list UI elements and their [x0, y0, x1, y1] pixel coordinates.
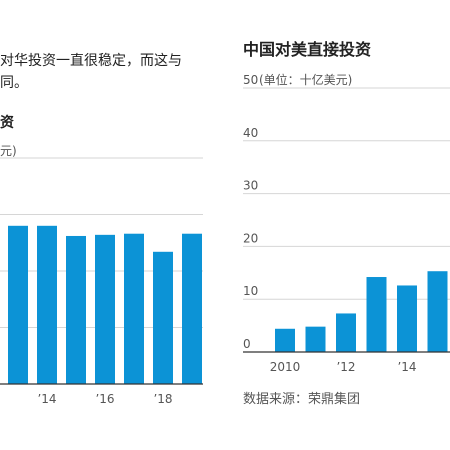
left-bar-2017 — [124, 233, 144, 384]
left-bar-2018 — [153, 251, 173, 384]
left-intro-line1: 对华投资一直很稳定，而这与 — [0, 53, 182, 69]
right-bar-2014 — [397, 285, 417, 352]
left-bar-2015 — [66, 235, 86, 384]
right-x-tick-label: 2010 — [270, 360, 301, 374]
left-x-tick-label: ’18 — [153, 392, 172, 406]
right-bar-2010 — [275, 328, 295, 352]
right-x-tick-label: ’14 — [397, 360, 416, 374]
right-unit-label: (单位：十亿美元) — [259, 72, 352, 87]
right-y-tick-label: 0 — [243, 337, 251, 351]
right-y-tick-label: 20 — [243, 231, 258, 245]
right-y-tick-label: 40 — [243, 126, 258, 140]
left-bar-2014 — [37, 225, 57, 384]
right-bar-2013 — [366, 277, 387, 352]
right-chart-title: 中国对美直接投资 — [243, 40, 372, 59]
left-bar-2019 — [182, 233, 202, 384]
left-unit-fragment: 元) — [0, 144, 17, 158]
right-chart-source: 数据来源：荣鼎集团 — [243, 392, 361, 407]
left-bar-2013 — [8, 225, 28, 384]
right-y-tick-label: 10 — [243, 284, 258, 298]
left-intro-line2: 同。 — [0, 75, 28, 91]
left-x-tick-label: ’16 — [95, 392, 114, 406]
right-bar-2011 — [305, 326, 326, 352]
right-bar-2012 — [336, 313, 356, 352]
right-x-tick-label: ’12 — [336, 360, 355, 374]
left-bar-2016 — [95, 234, 115, 384]
right-bar-2015 — [427, 271, 448, 352]
right-y-tick-label: 30 — [243, 179, 258, 193]
right-y-tick-label: 50 — [243, 73, 258, 87]
left-x-tick-label: ’14 — [37, 392, 56, 406]
left-subtitle-fragment: 资 — [0, 115, 14, 131]
